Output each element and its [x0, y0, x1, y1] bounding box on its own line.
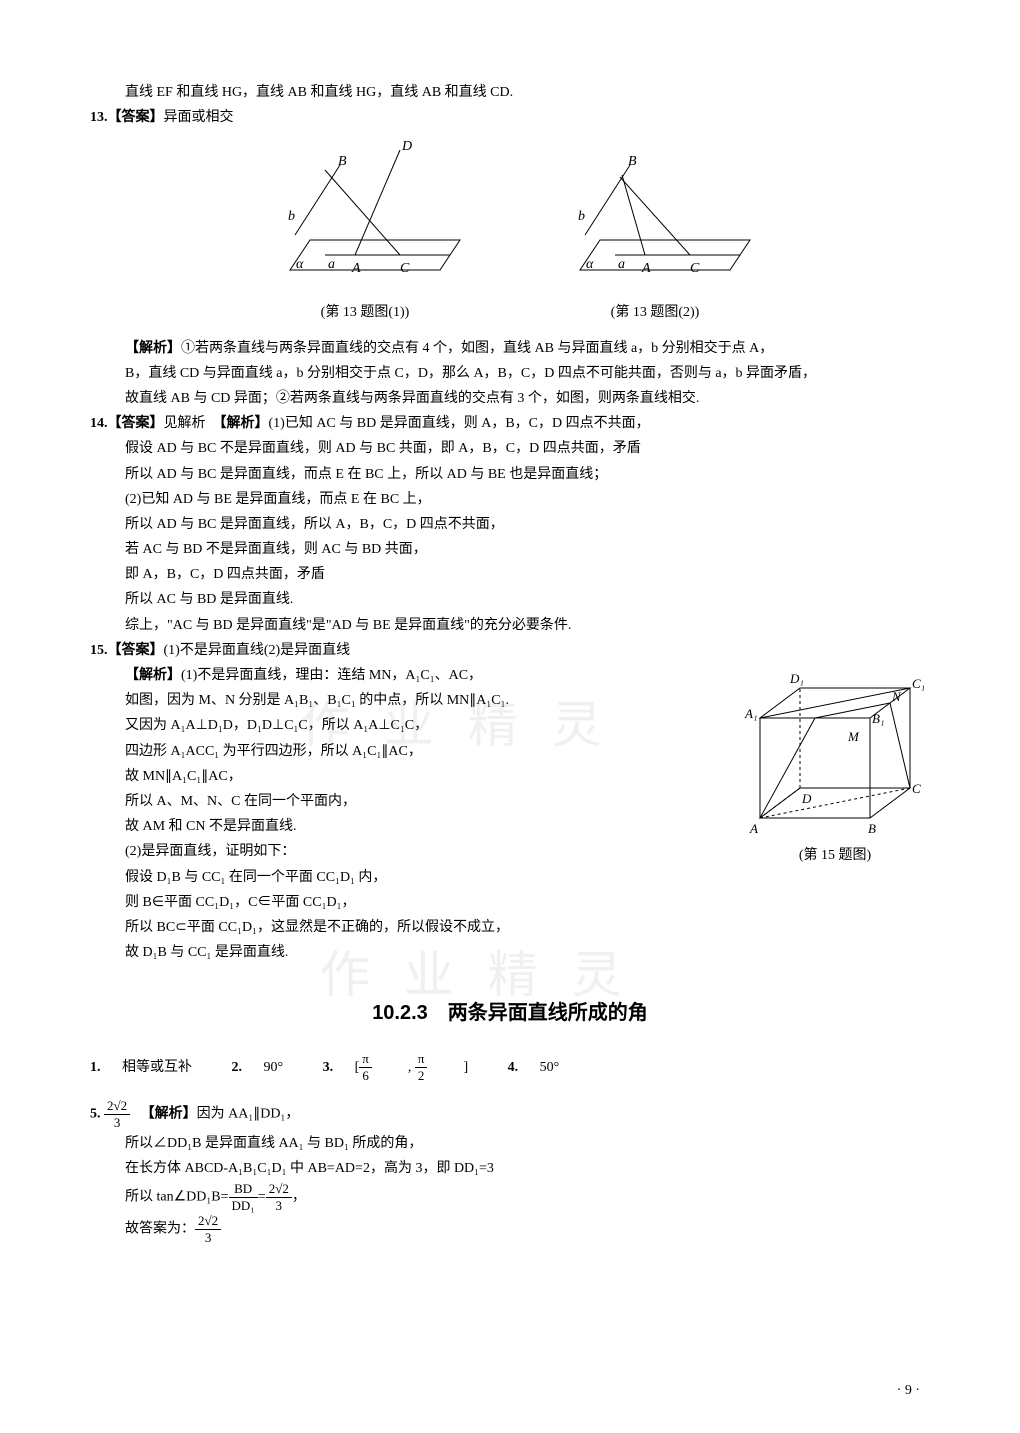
- q15-line0: (1)不是异面直线，理由：连结 MN，A₁C₁、AC，: [181, 668, 482, 683]
- q14-line0: (1)已知 AC 与 BD 是异面直线，则 A，B，C，D 四点不共面，: [269, 416, 650, 431]
- q3-num: 3.: [323, 1060, 334, 1075]
- q13-analysis-label: 【解析】: [125, 341, 181, 356]
- svg-text:B: B: [338, 154, 347, 169]
- q5-tan-prefix: 所以 tan∠DD₁B=: [125, 1189, 229, 1204]
- q14-line7: 所以 AC 与 BD 是异面直线.: [125, 587, 930, 612]
- q1-num: 1.: [90, 1060, 101, 1075]
- q5-ans-num: 2√2: [104, 1098, 130, 1115]
- svg-text:C₁: C₁: [912, 676, 925, 691]
- q14-analysis-label: 【解析】: [220, 416, 269, 431]
- svg-text:D: D: [401, 140, 412, 154]
- q14-answer-label: 【答案】: [108, 416, 164, 431]
- page-number: · 9 ·: [897, 1378, 920, 1403]
- q4-num: 4.: [508, 1060, 519, 1075]
- q14-line2: 所以 AD 与 BC 是异面直线，而点 E 在 BC 上，所以 AD 与 BE …: [125, 462, 930, 487]
- svg-text:M: M: [847, 729, 860, 744]
- q5-line1: 所以∠DD₁B 是异面直线 AA₁ 与 BD₁ 所成的角，: [125, 1131, 930, 1156]
- q15-line11: 故 D₁B 与 CC₁ 是异面直线.: [125, 940, 930, 965]
- q13-figures: D B b a A C α (第 13 题图(1)) B b a A C α (…: [90, 140, 930, 325]
- q14-line8: 综上，"AC 与 BD 是异面直线"是"AD 与 BE 是异面直线"的充分必要条…: [125, 613, 930, 638]
- svg-text:C: C: [400, 261, 410, 276]
- q13-analysis: 【解析】①若两条直线与两条异面直线的交点有 4 个，如图，直线 AB 与异面直线…: [125, 336, 930, 361]
- q13-analysis-line2: 故直线 AB 与 CD 异面；②若两条直线与两条异面直线的交点有 3 个，如图，…: [125, 386, 930, 411]
- q5-analysis-label: 【解析】: [148, 1107, 197, 1122]
- q5-number: 5.: [90, 1107, 101, 1122]
- q15-cube-svg: A B C D A₁ B₁ C₁ D₁ M N: [740, 663, 930, 843]
- q13-analysis-line1: B，直线 CD 与异面直线 a，b 分别相交于点 C，D，那么 A，B，C，D …: [125, 361, 930, 386]
- q5-last-prefix: 故答案为：: [125, 1222, 195, 1237]
- q5-last-top: 2√2: [195, 1213, 221, 1230]
- svg-text:A: A: [749, 821, 758, 836]
- q14-line6: 即 A，B，C，D 四点共面，矛盾: [125, 562, 930, 587]
- q15-line9: 则 B∈平面 CC₁D₁，C∈平面 CC₁D₁，: [125, 890, 930, 915]
- q14-line3: (2)已知 AD 与 BE 是异面直线，而点 E 在 BC 上，: [125, 487, 930, 512]
- q15-analysis-label: 【解析】: [125, 668, 181, 683]
- q15-figure: A B C D A₁ B₁ C₁ D₁ M N (第 15 题图): [740, 663, 930, 868]
- q13-diagram-2-svg: B b a A C α: [550, 140, 760, 300]
- q1-to-q4: 1. 相等或互补 2. 90° 3. [π6, π2] 4. 50°: [90, 1051, 930, 1083]
- q13-answer: 异面或相交: [164, 110, 234, 125]
- continuation-text: 直线 EF 和直线 HG，直线 AB 和直线 HG，直线 AB 和直线 CD.: [125, 80, 930, 105]
- q15-fig-caption: (第 15 题图): [740, 843, 930, 868]
- svg-text:C: C: [690, 261, 700, 276]
- svg-text:A: A: [351, 261, 361, 276]
- svg-text:α: α: [586, 257, 594, 272]
- svg-text:b: b: [578, 209, 585, 224]
- q3-ans: [π6, π2]: [355, 1060, 469, 1075]
- q1-ans: 相等或互补: [122, 1060, 192, 1075]
- q5-tan-suffix: ，: [292, 1189, 306, 1204]
- q14-line4: 所以 AD 与 BC 是异面直线，所以 A，B，C，D 四点不共面，: [125, 512, 930, 537]
- svg-text:B₁: B₁: [872, 711, 884, 726]
- section-title: 10.2.3 两条异面直线所成的角: [90, 995, 930, 1031]
- svg-text:a: a: [618, 257, 625, 272]
- svg-text:C: C: [912, 781, 921, 796]
- svg-text:a: a: [328, 257, 335, 272]
- svg-text:D₁: D₁: [789, 671, 804, 686]
- q5-ans-den: 3: [104, 1115, 130, 1131]
- q13-fig2-caption: (第 13 题图(2)): [550, 300, 760, 325]
- q15: 15.【答案】(1)不是异面直线(2)是异面直线: [90, 638, 930, 663]
- q5-line2: 在长方体 ABCD-A₁B₁C₁D₁ 中 AB=AD=2，高为 3，即 DD₁=…: [125, 1156, 930, 1181]
- q5-tan-line: 所以 tan∠DD₁B=BDDD₁=2√23，: [125, 1181, 930, 1213]
- q13: 13.【答案】异面或相交: [90, 105, 930, 130]
- q15-answer-label: 【答案】: [108, 643, 164, 658]
- q5-last-line: 故答案为：2√23: [125, 1213, 930, 1245]
- q14-answer: 见解析: [164, 416, 206, 431]
- q5-res-top: 2√2: [266, 1181, 292, 1198]
- svg-text:D: D: [801, 791, 812, 806]
- q13-figure-1: D B b a A C α (第 13 题图(1)): [260, 140, 470, 325]
- q2-num: 2.: [232, 1060, 243, 1075]
- q15-answer: (1)不是异面直线(2)是异面直线: [164, 643, 351, 658]
- q14-number: 14.: [90, 416, 108, 431]
- svg-text:B: B: [868, 821, 876, 836]
- svg-text:α: α: [296, 257, 304, 272]
- q5-tan-top: BD: [229, 1181, 258, 1198]
- q5-last-bot: 3: [195, 1230, 221, 1246]
- svg-text:b: b: [288, 209, 295, 224]
- q5-tan-bot: DD₁: [229, 1198, 258, 1214]
- q2-ans: 90°: [264, 1060, 284, 1075]
- q13-fig1-caption: (第 13 题图(1)): [260, 300, 470, 325]
- q13-number: 13.: [90, 110, 108, 125]
- q15-line8: 假设 D₁B 与 CC₁ 在同一个平面 CC₁D₁ 内，: [125, 865, 930, 890]
- q5-answer-frac: 2√23: [104, 1098, 130, 1130]
- q5-res-bot: 3: [266, 1198, 292, 1214]
- svg-text:N: N: [891, 689, 902, 704]
- q14-line5: 若 AC 与 BD 不是异面直线，则 AC 与 BD 共面，: [125, 537, 930, 562]
- svg-text:A₁: A₁: [744, 706, 757, 721]
- q4-ans: 50°: [540, 1060, 560, 1075]
- q5-tan-eq: =: [258, 1189, 266, 1204]
- q5: 5. 2√23 【解析】因为 AA₁∥DD₁，: [90, 1098, 930, 1130]
- q5-line0: 因为 AA₁∥DD₁，: [197, 1107, 300, 1122]
- q14-line1: 假设 AD 与 BC 不是异面直线，则 AD 与 BC 共面，即 A，B，C，D…: [125, 436, 930, 461]
- q15-line10: 所以 BC⊂平面 CC₁D₁，这显然是不正确的，所以假设不成立，: [125, 915, 930, 940]
- q15-number: 15.: [90, 643, 108, 658]
- q13-figure-2: B b a A C α (第 13 题图(2)): [550, 140, 760, 325]
- svg-text:A: A: [641, 261, 651, 276]
- q14: 14.【答案】见解析 【解析】(1)已知 AC 与 BD 是异面直线，则 A，B…: [90, 411, 930, 436]
- q13-answer-label: 【答案】: [108, 110, 164, 125]
- q13-diagram-1-svg: D B b a A C α: [260, 140, 470, 300]
- svg-text:B: B: [628, 154, 637, 169]
- q13-analysis-line0: ①若两条直线与两条异面直线的交点有 4 个，如图，直线 AB 与异面直线 a，b…: [181, 341, 773, 356]
